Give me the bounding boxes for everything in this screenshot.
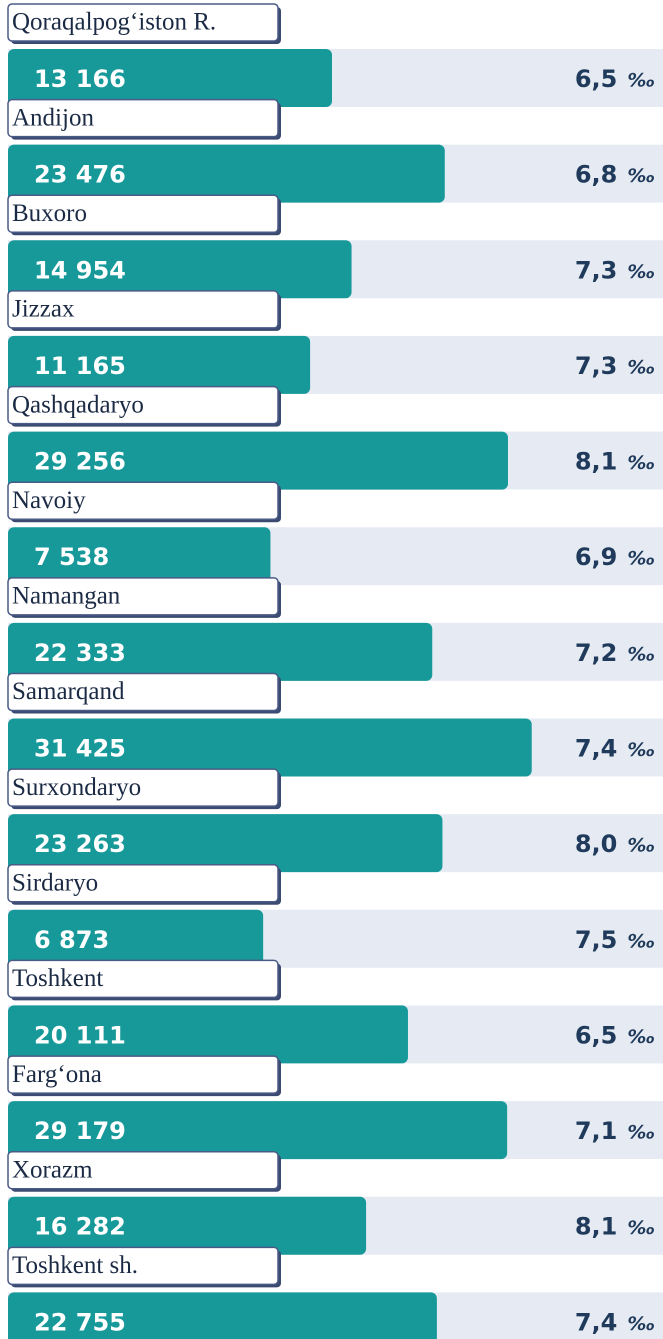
bar <box>8 335 311 394</box>
region-label: Xorazm <box>12 1156 93 1183</box>
region-label: Samarqand <box>12 678 125 705</box>
region-label: Farg‘ona <box>12 1061 102 1088</box>
bar <box>8 814 443 873</box>
rate-label: 8,1 <box>575 1213 618 1241</box>
region-label: Toshkent sh. <box>12 1252 138 1279</box>
value-label: 13 166 <box>34 65 126 93</box>
label-box <box>7 194 279 234</box>
unit-label: ‰ <box>627 548 655 570</box>
value-label: 31 425 <box>34 735 126 763</box>
unit-label: ‰ <box>627 930 655 952</box>
value-label: 29 179 <box>34 1117 126 1145</box>
unit-label: ‰ <box>627 1122 655 1144</box>
region-label: Toshkent <box>12 965 103 992</box>
bar <box>8 49 333 107</box>
label-box <box>7 3 279 42</box>
rate-label: 7,2 <box>575 639 618 667</box>
bar <box>8 1005 408 1064</box>
label-box <box>7 481 279 520</box>
value-label: 23 476 <box>34 161 126 189</box>
label-box <box>7 768 279 807</box>
region-label: Qoraqalpog‘iston R. <box>12 9 216 36</box>
value-label: 22 755 <box>34 1308 126 1336</box>
label-box <box>7 385 279 425</box>
label-box <box>7 577 279 616</box>
value-label: 6 873 <box>34 926 109 954</box>
label-box <box>7 672 279 712</box>
region-label: Andijon <box>12 104 94 131</box>
bar <box>8 909 264 968</box>
region-label: Surxondaryo <box>12 774 141 801</box>
rate-label: 7,3 <box>575 352 618 380</box>
unit-label: ‰ <box>627 835 655 857</box>
rate-label: 6,9 <box>575 543 618 571</box>
unit-label: ‰ <box>627 452 655 474</box>
bar <box>8 144 445 203</box>
label-box <box>7 1055 279 1094</box>
bar <box>8 240 352 299</box>
value-label: 29 256 <box>34 448 126 476</box>
unit-label: ‰ <box>627 70 655 92</box>
region-label: Jizzax <box>12 296 75 323</box>
value-label: 14 954 <box>34 256 126 284</box>
value-label: 16 282 <box>34 1213 126 1241</box>
unit-label: ‰ <box>627 1217 655 1239</box>
rate-label: 8,1 <box>575 448 618 476</box>
label-box <box>7 98 279 138</box>
rate-label: 7,1 <box>575 1117 618 1145</box>
value-label: 22 333 <box>34 639 126 667</box>
bar <box>8 431 508 490</box>
label-box <box>7 864 279 903</box>
rate-label: 7,4 <box>575 1308 618 1336</box>
rate-label: 7,4 <box>575 735 618 763</box>
label-box <box>7 1246 279 1286</box>
label-box <box>7 959 279 999</box>
region-label: Navoiy <box>12 487 86 514</box>
bar <box>8 718 532 777</box>
label-box <box>7 290 279 329</box>
unit-label: ‰ <box>627 1026 655 1048</box>
region-label: Qashqadaryo <box>12 391 144 418</box>
value-label: 23 263 <box>34 830 126 858</box>
label-box <box>7 1150 279 1190</box>
rate-label: 7,3 <box>575 256 618 284</box>
bar <box>8 1196 367 1255</box>
rate-label: 8,0 <box>575 830 618 858</box>
unit-label: ‰ <box>627 643 655 665</box>
region-label: Sirdaryo <box>12 870 98 897</box>
region-label: Namangan <box>12 583 121 610</box>
unit-label: ‰ <box>627 739 655 761</box>
value-label: 20 111 <box>34 1021 126 1049</box>
region-label: Buxoro <box>12 200 87 227</box>
value-label: 11 165 <box>34 352 126 380</box>
bar <box>8 1292 437 1339</box>
value-label: 7 538 <box>34 543 109 571</box>
unit-label: ‰ <box>627 356 655 378</box>
bar <box>8 527 271 586</box>
unit-label: ‰ <box>627 1313 655 1335</box>
rate-label: 6,5 <box>575 65 618 93</box>
rate-label: 6,8 <box>575 161 618 189</box>
rate-label: 6,5 <box>575 1021 618 1049</box>
bar <box>8 622 433 681</box>
unit-label: ‰ <box>627 261 655 283</box>
rate-label: 7,5 <box>575 926 618 954</box>
bar <box>8 1101 508 1160</box>
unit-label: ‰ <box>627 165 655 187</box>
